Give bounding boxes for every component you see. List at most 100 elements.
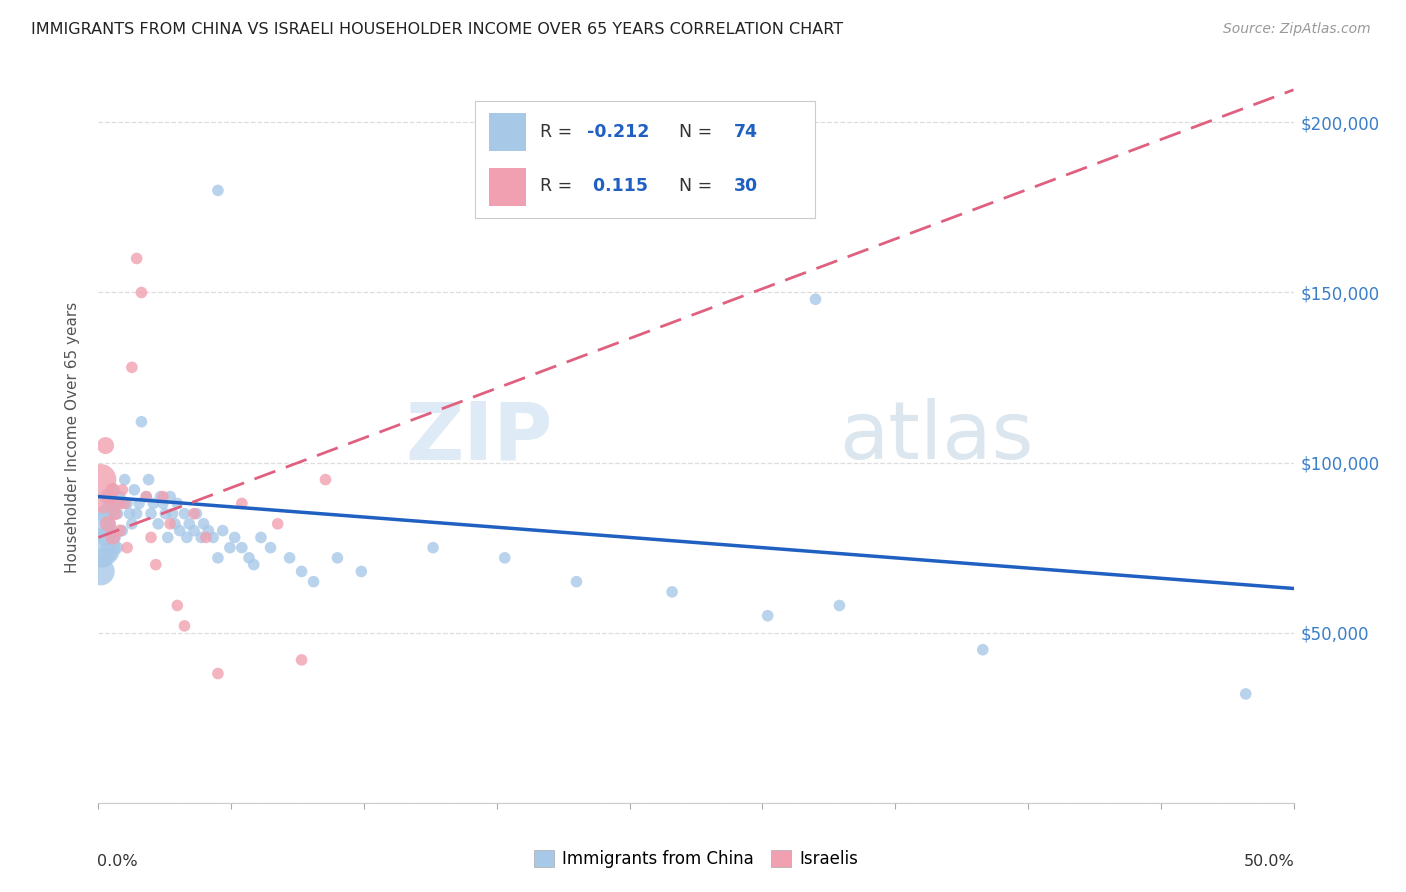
Point (107, 507, 129, 521)
Point (131, 415, 153, 429)
Point (91, 496, 114, 510)
Point (97, 490, 120, 504)
Point (224, 531, 246, 545)
Point (114, 496, 136, 510)
Point (197, 524, 219, 538)
Point (114, 473, 136, 487)
Point (166, 599, 188, 613)
Point (125, 507, 148, 521)
Point (166, 496, 188, 510)
Point (128, 496, 150, 510)
Point (202, 531, 225, 545)
Text: atlas: atlas (839, 398, 1033, 476)
Point (804, 293, 827, 307)
Point (155, 507, 177, 521)
Point (107, 541, 129, 555)
Point (135, 490, 157, 504)
Point (101, 507, 124, 521)
Point (315, 473, 337, 487)
Point (111, 483, 134, 497)
Point (131, 285, 153, 300)
Y-axis label: Householder Income Over 65 years: Householder Income Over 65 years (65, 301, 80, 573)
Point (152, 496, 174, 510)
Point (94, 507, 117, 521)
Point (91, 516, 114, 531)
Point (756, 608, 779, 623)
Point (176, 531, 198, 545)
Point (138, 473, 160, 487)
Point (118, 507, 141, 521)
Point (179, 516, 201, 531)
Point (183, 524, 205, 538)
Point (163, 516, 186, 531)
Point (162, 507, 184, 521)
Point (326, 550, 349, 565)
Text: Source: ZipAtlas.com: Source: ZipAtlas.com (1223, 22, 1371, 37)
Point (142, 496, 165, 510)
Point (219, 541, 242, 555)
Point (101, 531, 124, 545)
Point (173, 507, 195, 521)
Point (135, 490, 157, 504)
Point (90, 565, 112, 579)
Point (104, 531, 127, 545)
Point (565, 574, 588, 589)
Legend: Immigrants from China, Israelis: Immigrants from China, Israelis (527, 844, 865, 875)
Point (494, 550, 516, 565)
Point (972, 642, 994, 657)
Point (107, 496, 129, 510)
Point (148, 516, 170, 531)
Point (152, 490, 174, 504)
Point (243, 558, 266, 572)
Text: IMMIGRANTS FROM CHINA VS ISRAELI HOUSEHOLDER INCOME OVER 65 YEARS CORRELATION CH: IMMIGRANTS FROM CHINA VS ISRAELI HOUSEHO… (31, 22, 844, 37)
Point (193, 516, 215, 531)
Point (121, 516, 143, 531)
Point (104, 496, 127, 510)
Point (156, 531, 179, 545)
Point (250, 531, 273, 545)
Text: 50.0%: 50.0% (1244, 854, 1295, 869)
Point (302, 574, 325, 589)
Point (98, 490, 122, 504)
Point (111, 524, 134, 538)
Point (101, 483, 124, 497)
Point (97, 541, 120, 555)
Point (207, 550, 229, 565)
Point (291, 565, 314, 579)
Point (159, 490, 181, 504)
Point (231, 541, 253, 555)
Point (91, 550, 114, 565)
Point (115, 496, 138, 510)
Point (169, 524, 191, 538)
Point (231, 496, 253, 510)
Point (97, 516, 120, 531)
Point (111, 496, 134, 510)
Point (90, 541, 112, 555)
Point (350, 565, 373, 579)
Point (195, 531, 218, 545)
Point (211, 524, 233, 538)
Point (90, 473, 112, 487)
Point (267, 516, 290, 531)
Point (108, 524, 131, 538)
Point (190, 531, 212, 545)
Point (139, 507, 162, 521)
Point (125, 252, 148, 266)
Point (159, 516, 181, 531)
Text: 0.0%: 0.0% (97, 854, 138, 869)
Point (291, 653, 314, 667)
Point (207, 183, 229, 197)
Point (173, 619, 195, 633)
Point (121, 360, 143, 375)
Point (98, 548, 122, 562)
Point (104, 507, 127, 521)
Point (1234, 687, 1257, 701)
Point (139, 531, 162, 545)
Point (661, 585, 683, 599)
Point (183, 507, 205, 521)
Point (828, 599, 851, 613)
Text: ZIP: ZIP (405, 398, 553, 476)
Point (115, 541, 138, 555)
Point (259, 541, 281, 555)
Point (98, 524, 122, 538)
